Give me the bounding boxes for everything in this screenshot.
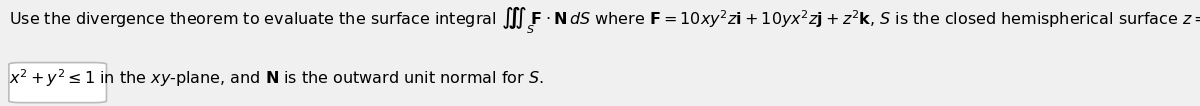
Text: Use the divergence theorem to evaluate the surface integral $\iint\!\!\!\!\iint_: Use the divergence theorem to evaluate t… <box>8 2 1200 36</box>
FancyBboxPatch shape <box>8 63 107 103</box>
Text: $x^2 + y^2 \leq 1$ in the $xy$-plane, and $\mathbf{N}$ is the outward unit norma: $x^2 + y^2 \leq 1$ in the $xy$-plane, an… <box>8 68 544 89</box>
